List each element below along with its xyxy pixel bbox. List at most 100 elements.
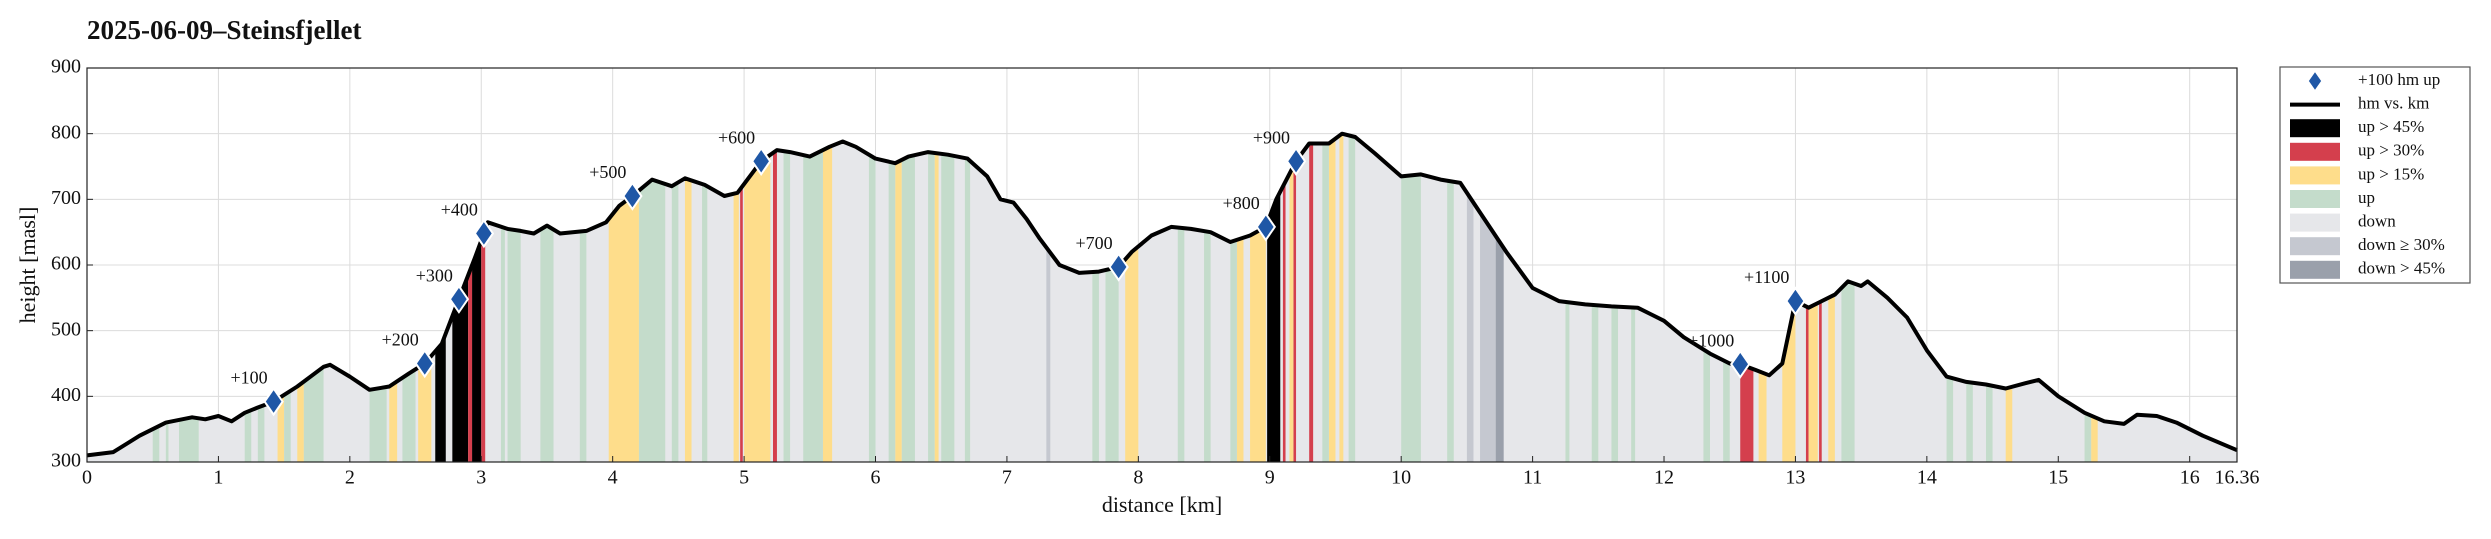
plot-frame	[86, 67, 2238, 463]
slope-band	[1805, 306, 1809, 462]
ascent-marker	[448, 284, 470, 314]
slope-band	[1819, 301, 1822, 462]
slope-band	[165, 422, 169, 462]
y-tick-label: 400	[51, 384, 81, 406]
slope-band	[500, 226, 505, 462]
x-tick-label: 4	[608, 467, 618, 489]
slope-band	[1758, 371, 1767, 462]
ascent-marker	[622, 181, 643, 211]
slope-band	[1740, 364, 1754, 462]
legend-label: up > 30%	[2358, 141, 2424, 160]
slope-band	[435, 333, 446, 462]
slope-band	[452, 275, 469, 462]
slope-band	[740, 185, 743, 463]
slope-band	[1703, 349, 1711, 462]
marker-label: +700	[1075, 233, 1112, 253]
legend-label: down ≥ 30%	[2358, 235, 2445, 254]
legend-swatch	[2290, 190, 2340, 208]
legend-swatch	[2290, 260, 2340, 279]
y-tick-label: 300	[51, 450, 81, 472]
legend-label: +100 hm up	[2358, 70, 2440, 89]
legend: +100 hm up hm vs. km up > 45% up > 30% up > …	[2279, 66, 2471, 284]
slope-band	[822, 145, 833, 462]
marker-label: +900	[1253, 127, 1290, 147]
ascent-marker	[1730, 349, 1751, 379]
slope-band	[178, 417, 199, 462]
slope-band	[2084, 412, 2092, 462]
slope-band	[369, 386, 387, 462]
slope-band	[608, 190, 639, 463]
x-tick-label: 8	[1133, 467, 1143, 489]
marker-label: +800	[1223, 193, 1260, 213]
x-tick-label: 7	[1002, 467, 1012, 489]
marker-label: +1000	[1688, 330, 1734, 350]
slope-band	[1631, 307, 1636, 462]
x-tick-label: 12	[1654, 467, 1674, 489]
slope-band	[1808, 303, 1818, 462]
slope-band	[684, 178, 692, 462]
slope-band	[1985, 384, 1993, 462]
slope-band	[1293, 161, 1297, 462]
slope-band	[934, 152, 939, 462]
ascent-marker	[473, 218, 495, 249]
slope-band	[964, 158, 971, 462]
slope-band	[1495, 236, 1504, 462]
slope-band	[1230, 239, 1237, 462]
slope-band	[1611, 306, 1619, 462]
slope-band	[402, 369, 416, 462]
slope-band	[888, 161, 896, 462]
legend-marker	[2307, 69, 2323, 93]
slope-band	[472, 240, 482, 462]
slope-band	[1092, 271, 1099, 462]
slope-band	[297, 381, 304, 462]
slope-band	[244, 410, 252, 462]
slope-band	[928, 152, 935, 462]
slope-band	[895, 159, 902, 462]
ascent-marker	[1255, 212, 1277, 242]
slope-band	[744, 154, 771, 462]
x-axis-label: distance [km]	[1102, 492, 1222, 517]
slope-band	[868, 154, 876, 462]
slope-band	[1480, 212, 1500, 462]
marker-label: +300	[416, 265, 453, 285]
slope-band	[1105, 266, 1119, 462]
x-tick-label: 6	[871, 467, 881, 489]
slope-band	[1782, 301, 1796, 462]
slope-band	[783, 151, 791, 462]
slope-band	[1966, 381, 1973, 462]
slope-band	[540, 225, 554, 462]
chart-title: 2025-06-09–Steinsfjellet	[87, 15, 361, 45]
slope-band	[152, 425, 160, 462]
marker-label: +1100	[1744, 267, 1789, 287]
slope-band	[1282, 181, 1286, 462]
marker-label: +100	[230, 368, 267, 388]
y-tick-label: 900	[51, 56, 81, 78]
ascent-marker	[263, 386, 284, 417]
x-tick-label: 9	[1265, 467, 1275, 489]
slope-band	[1046, 247, 1051, 462]
slope-band	[284, 390, 291, 462]
y-tick-label: 600	[51, 253, 81, 275]
x-tick-label: 16.36	[2215, 467, 2260, 489]
legend-swatch	[2290, 166, 2340, 185]
slope-band	[507, 228, 521, 462]
x-tick-label: 1	[213, 467, 223, 489]
slope-band	[1841, 281, 1855, 462]
slope-band	[1250, 226, 1266, 462]
slope-band	[2091, 415, 2098, 462]
marker-label: +500	[589, 162, 626, 182]
slope-band	[1565, 301, 1570, 462]
slope-band	[468, 265, 473, 462]
legend-swatch	[2290, 142, 2340, 161]
x-tick-label: 0	[82, 467, 92, 489]
slope-band	[1125, 246, 1139, 462]
y-axis-label: height [masl]	[15, 207, 40, 324]
y-tick-label: 800	[51, 121, 81, 143]
legend-label: hm vs. km	[2358, 94, 2429, 113]
ascent-marker	[1285, 146, 1307, 177]
slope-band	[638, 179, 666, 462]
slope-band	[1177, 227, 1185, 462]
slope-band	[481, 229, 486, 462]
